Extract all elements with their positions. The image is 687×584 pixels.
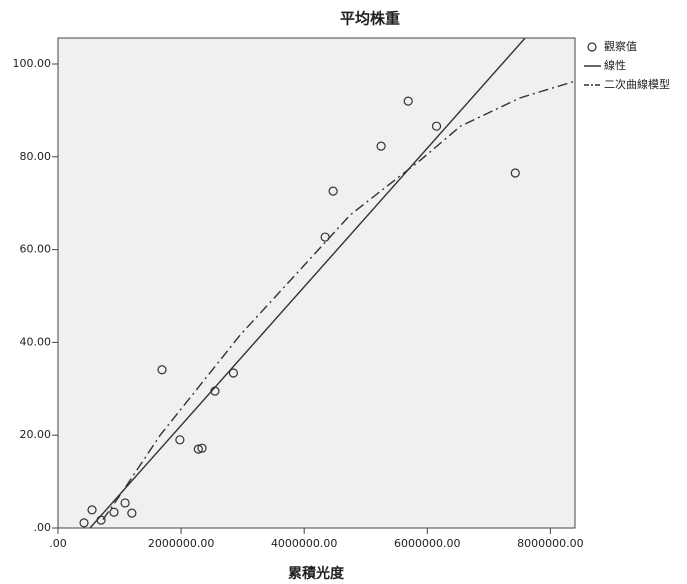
x-axis-label: 累積光度 [288,565,345,582]
data-point [197,443,207,453]
x-tick-label: 6000000.00 [394,537,460,550]
chart-title: 平均株重 [340,10,400,28]
fit-line [89,38,526,528]
x-tick-label: 2000000.00 [148,537,214,550]
legend-marker [587,42,597,52]
legend-label: 線性 [604,58,626,72]
y-tick-label: 100.00 [13,57,52,70]
data-point [175,435,185,445]
data-point [127,508,137,518]
data-point [510,168,520,178]
data-point [79,518,89,528]
y-tick-label: .00 [34,521,52,534]
y-tick-label: 80.00 [20,150,52,163]
data-point [87,505,97,515]
legend-label: 觀察值 [604,39,637,53]
data-point [376,141,386,151]
x-tick-label: .00 [49,537,67,550]
plot-area [57,37,576,529]
data-point [228,368,239,378]
data-point [120,498,130,508]
data-point [403,96,413,106]
data-point [431,121,442,131]
data-point [193,444,203,454]
plot-content [79,38,575,528]
data-point [157,365,167,375]
x-tick-label: 4000000.00 [271,537,337,550]
legend-label: 二次曲線模型 [604,77,670,91]
y-tick-label: 40.00 [20,335,52,348]
y-tick-label: 60.00 [20,243,52,256]
data-point [328,186,338,196]
x-tick-label: 8000000.00 [517,537,583,550]
data-point [109,507,119,517]
y-tick-label: 20.00 [20,428,52,441]
